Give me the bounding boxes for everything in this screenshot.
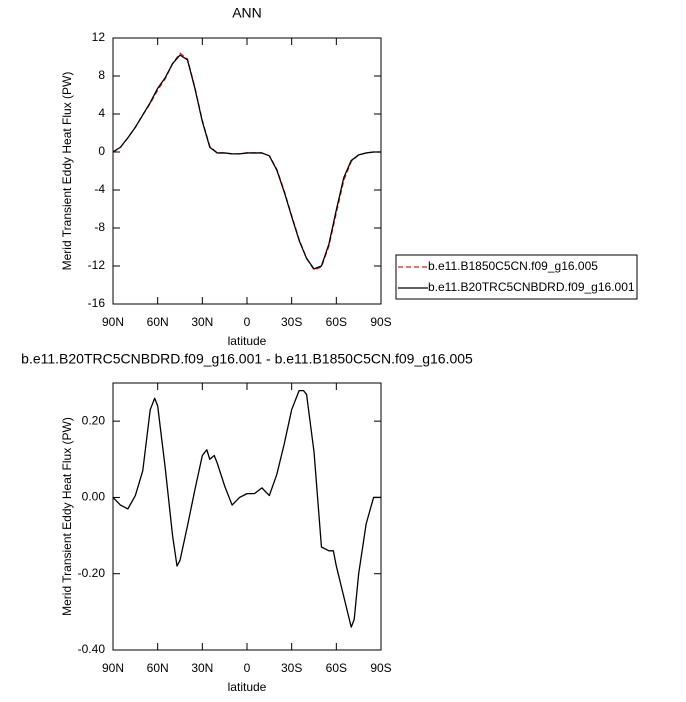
y-tick-label: 0.20 [82, 413, 106, 427]
x-axis-label: latitude [228, 334, 267, 348]
x-tick-label: 90N [102, 661, 124, 675]
legend-box [395, 254, 638, 300]
x-tick-label: 90S [370, 315, 391, 329]
y-tick-label: -8 [94, 220, 105, 234]
y-tick-label: 12 [92, 30, 106, 44]
y-axis-label: Merid Transient Eddy Heat Flux (PW) [60, 72, 74, 271]
series-line [112, 389, 381, 628]
y-tick-label: -16 [88, 296, 106, 310]
x-tick-label: 30S [281, 661, 302, 675]
y-tick-label: -0.40 [78, 642, 106, 656]
x-tick-label: 30N [191, 661, 213, 675]
x-tick-label: 60S [326, 661, 347, 675]
x-tick-label: 30N [191, 315, 213, 329]
chart-title: ANN [232, 5, 262, 21]
y-tick-label: 4 [98, 106, 105, 120]
x-tick-label: 60S [326, 315, 347, 329]
y-tick-label: -4 [94, 182, 105, 196]
y-tick-label: -12 [88, 258, 106, 272]
x-tick-label: 0 [244, 661, 251, 675]
x-axis-label: latitude [228, 680, 267, 694]
x-tick-label: 90S [370, 661, 391, 675]
plot-frame [112, 382, 382, 651]
legend-label: b.e11.B20TRC5CNBDRD.f09_g16.001 [428, 280, 635, 294]
series-line [112, 52, 381, 271]
x-tick-label: 0 [244, 315, 251, 329]
y-axis-label: Merid Transient Eddy Heat Flux (PW) [60, 417, 74, 616]
x-tick-label: 60N [147, 661, 169, 675]
x-tick-label: 30S [281, 315, 302, 329]
y-tick-label: -0.20 [78, 566, 106, 580]
plot-frame [112, 37, 382, 305]
y-tick-label: 0 [98, 144, 105, 158]
x-tick-label: 90N [102, 315, 124, 329]
y-tick-label: 0.00 [82, 490, 106, 504]
series-line [112, 54, 381, 270]
legend-label: b.e11.B1850C5CN.f09_g16.005 [428, 259, 598, 273]
y-tick-label: 8 [98, 68, 105, 82]
x-tick-label: 60N [147, 315, 169, 329]
chart-title: b.e11.B20TRC5CNBDRD.f09_g16.001 - b.e11.… [21, 351, 473, 367]
